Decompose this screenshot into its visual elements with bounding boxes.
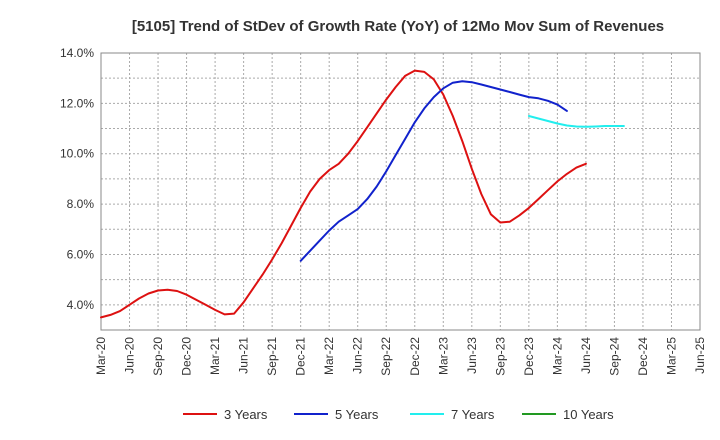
plot-frame bbox=[100, 52, 701, 331]
series-line-7-years bbox=[527, 115, 625, 128]
x-tick-label: Mar-22 bbox=[322, 337, 336, 375]
series-lines bbox=[100, 69, 625, 319]
legend-label: 5 Years bbox=[335, 407, 379, 422]
legend-label: 3 Years bbox=[224, 407, 268, 422]
x-tick-label: Sep-24 bbox=[607, 337, 621, 376]
series-line-5-years bbox=[299, 80, 568, 262]
x-tick-label: Mar-23 bbox=[436, 337, 450, 375]
x-tick-label: Sep-22 bbox=[379, 337, 393, 376]
x-tick-label: Mar-24 bbox=[550, 337, 564, 375]
x-axis-ticks: Mar-20 Jun-20 Sep-20 Dec-20 Mar-21 Jun-21 Sep-… bbox=[94, 337, 707, 376]
x-tick-label: Dec-23 bbox=[522, 337, 536, 376]
y-tick-label: 8.0% bbox=[67, 197, 95, 211]
x-tick-label: Dec-22 bbox=[408, 337, 422, 376]
legend-label: 10 Years bbox=[563, 407, 614, 422]
chart-title: [5105] Trend of StDev of Growth Rate (Yo… bbox=[132, 18, 664, 35]
x-tick-label: Mar-21 bbox=[208, 337, 222, 375]
x-tick-label: Jun-24 bbox=[579, 337, 593, 374]
legend: 3 Years 5 Years 7 Years 10 Years bbox=[183, 407, 614, 422]
y-tick-label: 10.0% bbox=[60, 147, 94, 161]
y-axis-ticks: 4.0% 6.0% 8.0% 10.0% 12.0% 14.0% bbox=[60, 46, 94, 312]
x-tick-label: Dec-24 bbox=[636, 337, 650, 376]
x-tick-label: Sep-20 bbox=[151, 337, 165, 376]
x-tick-label: Mar-25 bbox=[664, 337, 678, 375]
y-tick-label: 6.0% bbox=[67, 247, 95, 261]
x-tick-label: Jun-20 bbox=[123, 337, 137, 374]
gridlines bbox=[100, 52, 701, 331]
x-tick-label: Mar-20 bbox=[94, 337, 108, 375]
x-tick-label: Jun-21 bbox=[237, 337, 251, 374]
y-tick-label: 4.0% bbox=[67, 298, 95, 312]
x-tick-label: Jun-23 bbox=[465, 337, 479, 374]
x-tick-label: Sep-23 bbox=[493, 337, 507, 376]
x-tick-label: Dec-20 bbox=[180, 337, 194, 376]
y-tick-label: 12.0% bbox=[60, 96, 94, 110]
x-tick-label: Jun-25 bbox=[693, 337, 707, 374]
x-tick-label: Dec-21 bbox=[294, 337, 308, 376]
series-line-3-years bbox=[100, 69, 587, 319]
x-tick-label: Jun-22 bbox=[351, 337, 365, 374]
x-tick-label: Sep-21 bbox=[265, 337, 279, 376]
legend-label: 7 Years bbox=[451, 407, 495, 422]
y-tick-label: 14.0% bbox=[60, 46, 94, 60]
